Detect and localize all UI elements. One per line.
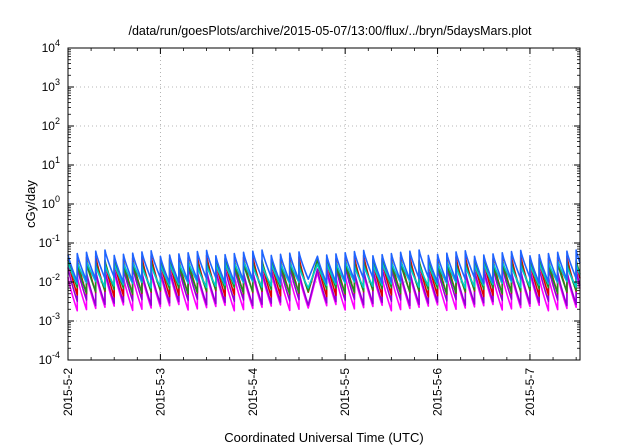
y-tick-label-base: 10 (39, 236, 53, 250)
y-axis-title: cGy/day (23, 180, 38, 228)
y-tick-label-exponent: 1 (55, 155, 60, 165)
y-tick-label: 100 (42, 194, 60, 211)
y-tick-label: 101 (42, 155, 60, 172)
y-tick-label: 103 (42, 77, 60, 94)
y-tick-label-base: 10 (39, 353, 53, 367)
y-tick-label-base: 10 (42, 197, 56, 211)
x-tick-label: 2015-5-2 (61, 368, 75, 416)
y-tick-label-exponent: 0 (55, 194, 60, 204)
y-tick-label-exponent: 3 (55, 77, 60, 87)
y-tick-label-exponent: 4 (55, 38, 60, 48)
y-tick-label-base: 10 (42, 80, 56, 94)
series-line (67, 249, 581, 285)
x-tick-label: 2015-5-3 (153, 368, 167, 416)
y-tick-label-base: 10 (39, 314, 53, 328)
y-tick-label: 10-1 (39, 233, 60, 250)
y-tick-label-base: 10 (42, 41, 56, 55)
x-tick-label: 2015-5-4 (246, 368, 260, 416)
y-tick-label-exponent: -4 (52, 350, 60, 360)
y-tick-label: 10-4 (39, 350, 60, 367)
y-tick-label-exponent: -1 (52, 233, 60, 243)
y-tick-label-exponent: -2 (52, 272, 60, 282)
y-tick-label-base: 10 (39, 275, 53, 289)
x-tick-label: 2015-5-6 (431, 368, 445, 416)
y-tick-label: 10-3 (39, 311, 60, 328)
y-tick-label: 10-2 (39, 272, 60, 289)
chart-title: /data/run/goesPlots/archive/2015-05-07/1… (128, 24, 532, 38)
y-tick-label-base: 10 (42, 158, 56, 172)
y-tick-label-exponent: -3 (52, 311, 60, 321)
y-tick-label-exponent: 2 (55, 116, 60, 126)
x-tick-label: 2015-5-5 (338, 368, 352, 416)
y-tick-label-base: 10 (42, 119, 56, 133)
y-tick-label: 102 (42, 116, 60, 133)
x-tick-label: 2015-5-7 (523, 368, 537, 416)
x-axis-title: Coordinated Universal Time (UTC) (224, 430, 423, 445)
y-tick-label: 104 (42, 38, 60, 55)
